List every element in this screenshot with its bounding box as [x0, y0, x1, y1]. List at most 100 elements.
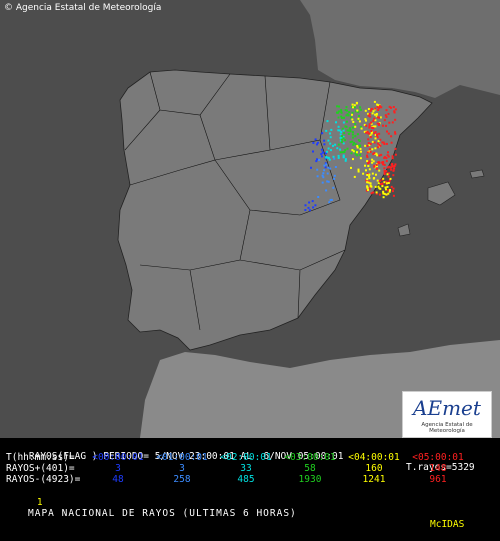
strike [312, 141, 315, 144]
strike [374, 107, 377, 110]
strike [329, 198, 332, 201]
strike [333, 177, 336, 180]
strike [364, 164, 366, 167]
strike [342, 121, 345, 124]
strike [383, 156, 386, 159]
strike [376, 134, 378, 137]
strike [332, 186, 335, 189]
strike [366, 178, 369, 181]
strike [365, 119, 367, 122]
strike [351, 113, 353, 116]
strike [330, 198, 333, 201]
strike [371, 107, 374, 110]
strike [343, 116, 345, 119]
strike [385, 109, 388, 112]
strike [390, 185, 393, 188]
strike [383, 143, 386, 145]
strike [375, 173, 377, 176]
strike [325, 156, 328, 158]
strike [359, 106, 361, 109]
strike [373, 152, 376, 155]
strike [326, 120, 329, 123]
strike [378, 169, 381, 172]
strike [366, 130, 369, 133]
strike [390, 168, 393, 171]
strike [372, 160, 375, 163]
strike [329, 136, 332, 139]
time-interval: <01:00:01 [156, 452, 208, 463]
strike [390, 141, 393, 144]
strike [379, 105, 381, 108]
strike [358, 115, 360, 117]
strike [373, 117, 376, 120]
strike [393, 167, 396, 170]
strike [378, 154, 381, 157]
strike [339, 151, 342, 154]
strike [390, 166, 393, 169]
total: T.rayos=5329 [406, 462, 475, 473]
strike [367, 165, 370, 167]
strike [310, 166, 312, 169]
strike [386, 173, 389, 176]
strike [383, 181, 386, 184]
strike [376, 165, 378, 168]
strike [337, 116, 340, 119]
strike [365, 124, 368, 127]
strike [369, 134, 372, 137]
strike [371, 172, 374, 175]
strike [366, 144, 369, 147]
strike [340, 131, 343, 133]
strike [315, 160, 318, 163]
strike [376, 122, 379, 125]
strike [392, 106, 395, 108]
strike [369, 115, 372, 118]
strike [349, 130, 352, 133]
strike [394, 118, 397, 121]
strike [366, 172, 369, 175]
positive-count: 3 [115, 463, 121, 474]
strike [332, 155, 335, 158]
strike [328, 201, 331, 204]
strike [316, 158, 318, 161]
strike [368, 124, 371, 127]
strike [373, 164, 376, 167]
strike [351, 118, 354, 121]
strike [387, 192, 390, 195]
strike [337, 143, 340, 146]
strike [389, 177, 392, 180]
strike [351, 149, 354, 152]
strike [321, 181, 324, 184]
strike [392, 169, 395, 172]
strike [368, 148, 371, 151]
strike [335, 121, 337, 124]
strike [325, 129, 328, 132]
strike [385, 193, 388, 196]
strike [327, 166, 330, 169]
strike [344, 158, 347, 161]
strike [308, 209, 311, 212]
strike [365, 189, 368, 192]
strike [329, 167, 332, 170]
strike [377, 185, 380, 188]
positive-count: 3 [179, 463, 185, 474]
strike [352, 158, 354, 161]
strike [385, 157, 388, 160]
strike [375, 113, 378, 115]
strike [385, 188, 387, 191]
strike [317, 196, 320, 198]
strike [323, 139, 326, 142]
strike [337, 154, 340, 157]
strike [368, 173, 371, 176]
strike [348, 127, 351, 130]
strike [364, 144, 367, 147]
strike [366, 174, 369, 176]
strike [312, 206, 315, 209]
ibiza [397, 223, 411, 237]
strike [329, 142, 332, 145]
strike [311, 200, 314, 203]
strike [314, 138, 317, 141]
strike [369, 109, 372, 112]
strike [342, 154, 345, 157]
strike [341, 116, 343, 119]
strike [382, 196, 385, 199]
